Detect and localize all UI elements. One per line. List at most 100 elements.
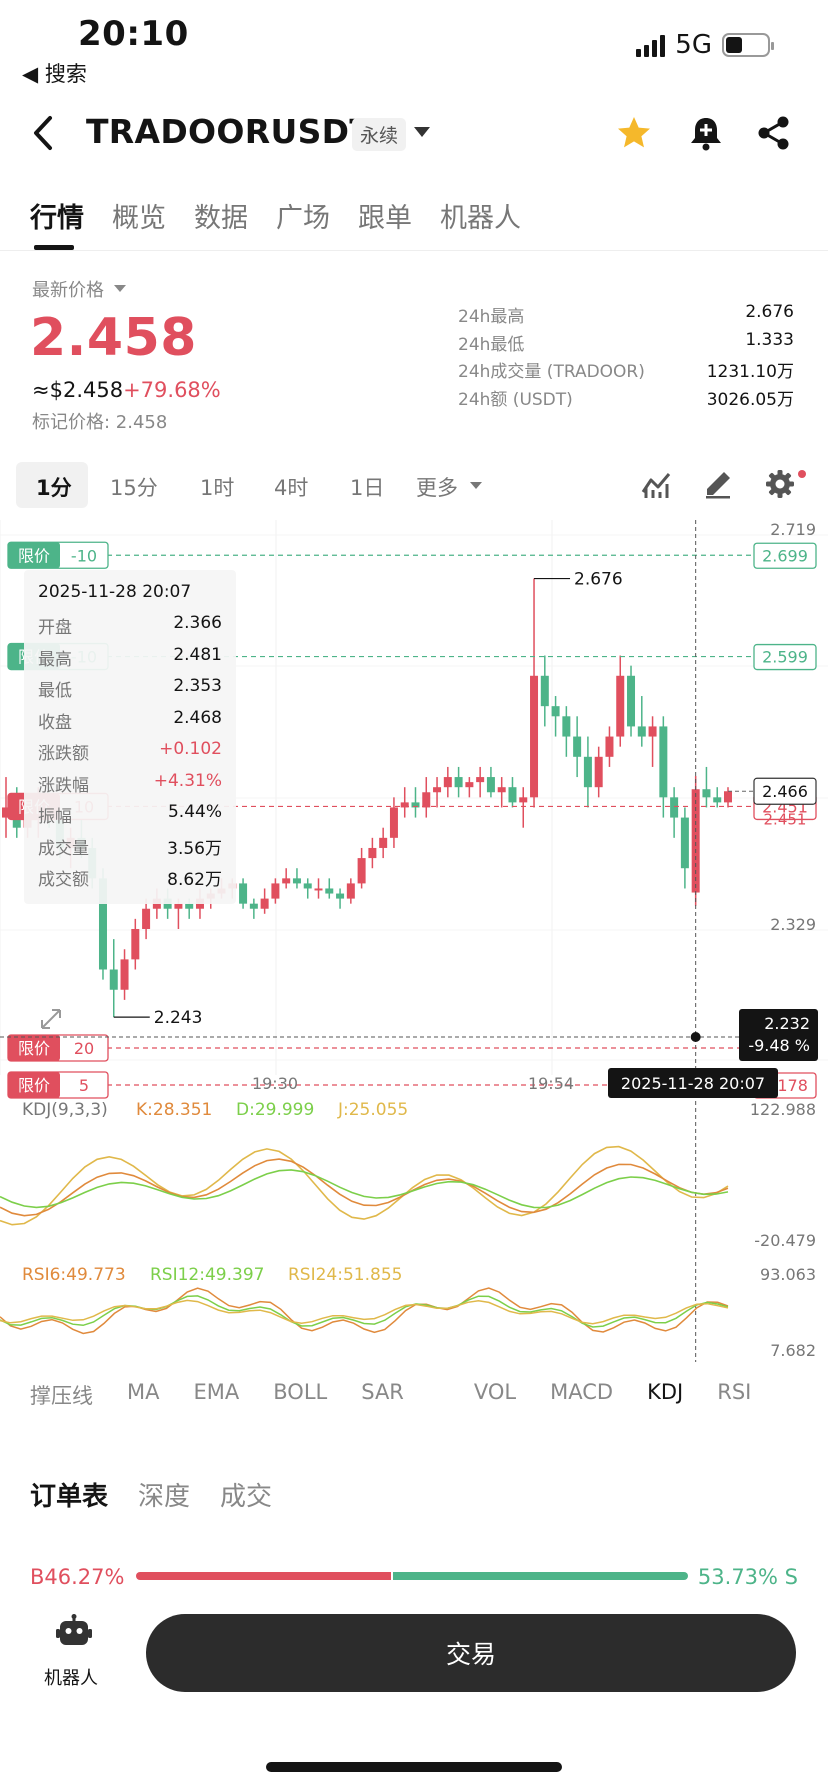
divider: [0, 250, 828, 251]
timeframe-15m[interactable]: 15分: [110, 476, 158, 500]
stat-value: 1231.10万: [706, 362, 794, 382]
candle-body: [411, 802, 420, 808]
timeframe-more[interactable]: 更多: [416, 476, 458, 500]
bell-plus-icon[interactable]: [686, 113, 726, 153]
kdj-axis-bottom: -20.479: [754, 1231, 816, 1250]
tab-overview[interactable]: 概览: [112, 203, 166, 234]
tab-trades[interactable]: 成交: [220, 1482, 273, 1512]
buy-ratio: B46.27%: [30, 1565, 125, 1589]
candle-body: [239, 883, 248, 904]
candle-body: [702, 789, 711, 798]
star-icon[interactable]: [614, 113, 654, 153]
tooltip-key: 振幅: [38, 807, 72, 827]
tooltip-key: 最低: [38, 681, 72, 701]
share-icon[interactable]: [754, 113, 794, 153]
change-percent: +79.68%: [123, 378, 221, 402]
tab-market[interactable]: 行情: [30, 203, 84, 234]
back-to-app-link[interactable]: ◀ 搜索: [22, 62, 87, 86]
candle-body: [336, 893, 345, 899]
tab-data[interactable]: 数据: [194, 203, 248, 234]
indicator-rsi[interactable]: RSI: [717, 1380, 752, 1404]
symbol-title[interactable]: TRADOORUSDT: [86, 112, 373, 151]
stats-panel: 24h最高 2.676 24h最低 1.333 24h成交量 (TRADOOR) 12…: [458, 302, 794, 412]
back-arrow-icon[interactable]: [24, 108, 64, 158]
candle-body: [573, 736, 582, 757]
current-price-box: [753, 777, 817, 805]
candle-body: [314, 888, 323, 891]
settings-gear-icon[interactable]: [764, 468, 796, 500]
tab-robot[interactable]: 机器人: [440, 203, 521, 234]
candle-body: [120, 959, 129, 990]
candle-body: [282, 878, 291, 884]
x-axis-tick: 19:54: [528, 1074, 574, 1093]
indicator-icon[interactable]: [640, 468, 672, 500]
crosshair-price-box: [739, 1009, 818, 1061]
tab-depth[interactable]: 深度: [138, 1482, 191, 1512]
mark-price: 标记价格: 2.458: [32, 412, 168, 433]
active-tab-underline: [34, 245, 74, 250]
indicator-sar[interactable]: SAR: [361, 1380, 404, 1404]
tooltip-value: +4.31%: [153, 770, 222, 791]
indicator-support-resistance[interactable]: 撑压线: [30, 1384, 93, 1408]
robot-icon[interactable]: [56, 1614, 92, 1650]
tooltip-key: 涨跌幅: [38, 775, 89, 796]
indicator-kdj[interactable]: KDJ: [647, 1380, 684, 1404]
main-tabs: 行情 概览 数据 广场 跟单 机器人: [30, 196, 521, 235]
latest-price-caret-icon[interactable]: [114, 285, 126, 292]
timeframe-1h[interactable]: 1时: [200, 476, 235, 500]
timeframe-1m[interactable]: 1分: [36, 476, 72, 500]
candle-body: [2, 807, 10, 818]
y-axis-tick: 2.329: [770, 915, 816, 934]
indicator-ema[interactable]: EMA: [193, 1380, 240, 1404]
candle-body: [185, 903, 194, 909]
stat-label: 24h最高: [458, 307, 525, 327]
candle-body: [583, 756, 592, 788]
tooltip-row: 成交量 3.56万: [38, 834, 222, 866]
indicator-ma[interactable]: MA: [127, 1380, 160, 1404]
robot-label[interactable]: 机器人: [44, 1668, 98, 1689]
candle-body: [433, 787, 442, 793]
stat-label: 24h成交量 (TRADOOR): [458, 362, 645, 382]
candle-body: [443, 777, 452, 788]
active-timeframe-bg: [16, 462, 88, 508]
kdj-k-value: K:28.351: [136, 1100, 212, 1120]
tab-square[interactable]: 广场: [276, 203, 330, 234]
tooltip-row: 收盘 2.468: [38, 708, 222, 740]
indicator-tabs: 撑压线 MA EMA BOLL SAR VOL MACD KDJ RSI: [30, 1380, 751, 1410]
limit-tag-fill: [8, 1072, 60, 1098]
candle-body: [540, 675, 549, 707]
timeframe-1d[interactable]: 1日: [350, 476, 385, 500]
symbol-dropdown-caret-icon[interactable]: [414, 127, 430, 137]
limit-tag-fill: [8, 1035, 60, 1061]
more-caret-icon[interactable]: [470, 482, 482, 489]
tooltip-value: 2.366: [173, 613, 222, 633]
tooltip-row: 振幅 5.44%: [38, 802, 222, 834]
tooltip-key: 成交量: [38, 838, 89, 859]
tab-order-book[interactable]: 订单表: [30, 1482, 109, 1512]
indicator-boll[interactable]: BOLL: [273, 1380, 328, 1404]
candle-body: [131, 928, 140, 960]
rsi12-value: RSI12:49.397: [150, 1265, 264, 1285]
tooltip-key: 最高: [38, 649, 72, 670]
x-axis-tick: 19:30: [252, 1074, 298, 1093]
candle-body: [508, 787, 517, 803]
candle-body: [691, 789, 700, 893]
draw-pen-icon[interactable]: [702, 468, 734, 500]
rsi24-value: RSI24:51.855: [288, 1265, 402, 1285]
rsi-axis-top: 93.063: [760, 1265, 816, 1284]
trade-button[interactable]: 交易: [146, 1614, 796, 1692]
orderbook-tabs: 订单表 深度 成交: [30, 1476, 272, 1513]
rsi24-line: [0, 1299, 729, 1325]
latest-price-label[interactable]: 最新价格: [32, 280, 104, 301]
tooltip-value: +0.102: [159, 739, 222, 759]
tooltip-value: 8.62万: [167, 870, 222, 890]
tooltip-value: 2.481: [173, 644, 222, 665]
candle-body: [497, 787, 506, 793]
timeframe-4h[interactable]: 4时: [274, 476, 309, 500]
kdj-axis-top: 122.988: [750, 1100, 816, 1119]
indicator-macd[interactable]: MACD: [550, 1380, 614, 1404]
tab-copy-trade[interactable]: 跟单: [358, 203, 412, 234]
kdj-k-line: [0, 1158, 729, 1217]
indicator-vol[interactable]: VOL: [473, 1380, 517, 1404]
battery-icon: [722, 33, 774, 57]
